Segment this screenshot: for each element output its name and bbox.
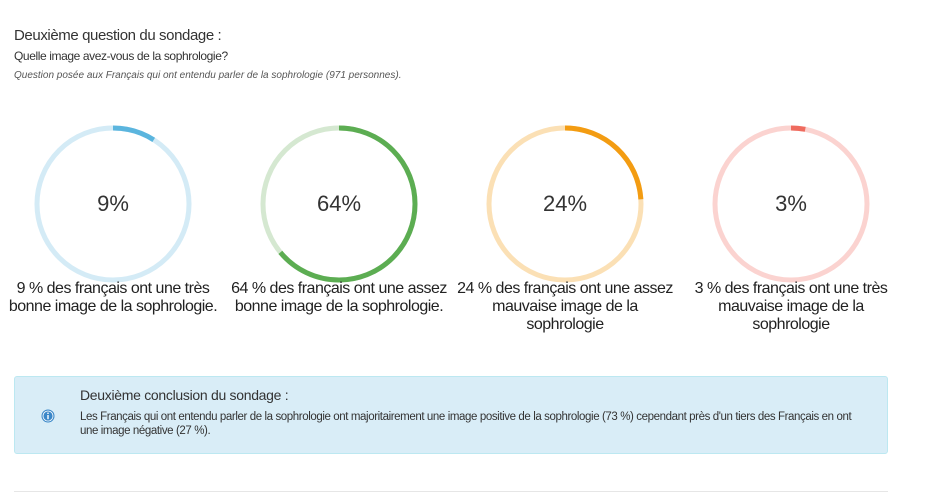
stat-description: 64 % des français ont une assez bonne im… [231, 280, 447, 315]
stat-bad: 24% 24 % des français ont une assez mauv… [452, 124, 678, 338]
survey-title: Deuxième question du sondage : [14, 27, 222, 44]
ring-chart [486, 125, 644, 283]
ring-progress [34, 125, 192, 283]
survey-question: Quelle image avez-vous de la sophrologie… [14, 49, 228, 63]
stat-description: 9 % des français ont une très bonne imag… [8, 280, 218, 315]
percent-value: 9% [97, 191, 129, 216]
divider [14, 491, 888, 492]
stat-very-bad: 3% 3 % des français ont une très mauvais… [678, 124, 904, 338]
conclusion-body: Les Français qui ont entendu parler de l… [80, 411, 852, 437]
percent-ring: 9% [33, 124, 193, 284]
ring-chart [712, 125, 870, 283]
ring-progress [260, 125, 418, 283]
conclusion-alert: Deuxième conclusion du sondage : Les Fra… [14, 376, 888, 454]
percent-ring: 24% [485, 124, 645, 284]
survey-note: Question posée aux Français qui ont ente… [14, 70, 402, 81]
percent-value: 3% [775, 191, 807, 216]
stat-good: 64% 64 % des français ont une assez bonn… [226, 124, 452, 320]
ring-chart [34, 125, 192, 283]
survey-header: Deuxième question du sondage : Quelle im… [14, 27, 401, 82]
ring-progress [486, 125, 644, 283]
percent-value: 24% [542, 191, 588, 216]
stat-very-good: 9% 9 % des français ont une très bonne i… [0, 124, 226, 320]
percent-value: 64% [316, 191, 362, 216]
conclusion-title: Deuxième conclusion du sondage : [80, 387, 289, 403]
stat-description: 24 % des français ont une assez mauvaise… [457, 280, 673, 333]
ring-progress [712, 125, 870, 283]
percent-ring: 3% [711, 124, 871, 284]
percent-ring: 64% [259, 124, 419, 284]
stat-description: 3 % des français ont une très mauvaise i… [694, 280, 888, 333]
ring-chart [260, 125, 418, 283]
info-icon [41, 409, 55, 423]
